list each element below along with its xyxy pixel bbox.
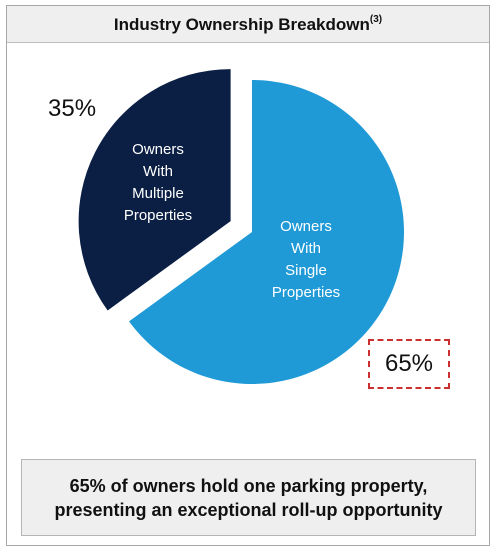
- pie-slice-multiple-properties: [78, 69, 231, 311]
- slice-label-line: Owners: [132, 141, 184, 158]
- callout-line-2: presenting an exceptional roll-up opport…: [54, 500, 443, 520]
- slice-label-line: Multiple: [132, 185, 184, 202]
- slice-label-multiple-properties: Owners With Multiple Properties: [106, 139, 210, 227]
- chart-title: Industry Ownership Breakdown: [113, 15, 370, 34]
- chart-panel: Industry Ownership Breakdown(3): [6, 5, 490, 546]
- slice-label-line: Properties: [123, 207, 193, 224]
- highlight-box-single-property: 65%: [368, 339, 450, 389]
- slice-label-line: Single: [285, 262, 327, 279]
- data-label-single-property: 65%: [384, 350, 434, 377]
- data-label-multiple-properties: 35%: [48, 95, 97, 122]
- slice-label-line: Properties: [271, 284, 341, 301]
- chart-header: Industry Ownership Breakdown(3): [7, 6, 489, 43]
- pie-slice-single-property: [129, 80, 404, 385]
- slice-label-line: With: [143, 163, 173, 180]
- footnote-marker: (3): [369, 14, 383, 25]
- slice-label-line: With: [291, 240, 321, 257]
- callout-box: 65% of owners hold one parking property,…: [21, 459, 476, 536]
- slice-label-line: Owners: [280, 218, 332, 235]
- callout-line-1: 65% of owners hold one parking property,: [69, 476, 428, 496]
- slice-label-single-property: Owners With Single Properties: [250, 216, 362, 304]
